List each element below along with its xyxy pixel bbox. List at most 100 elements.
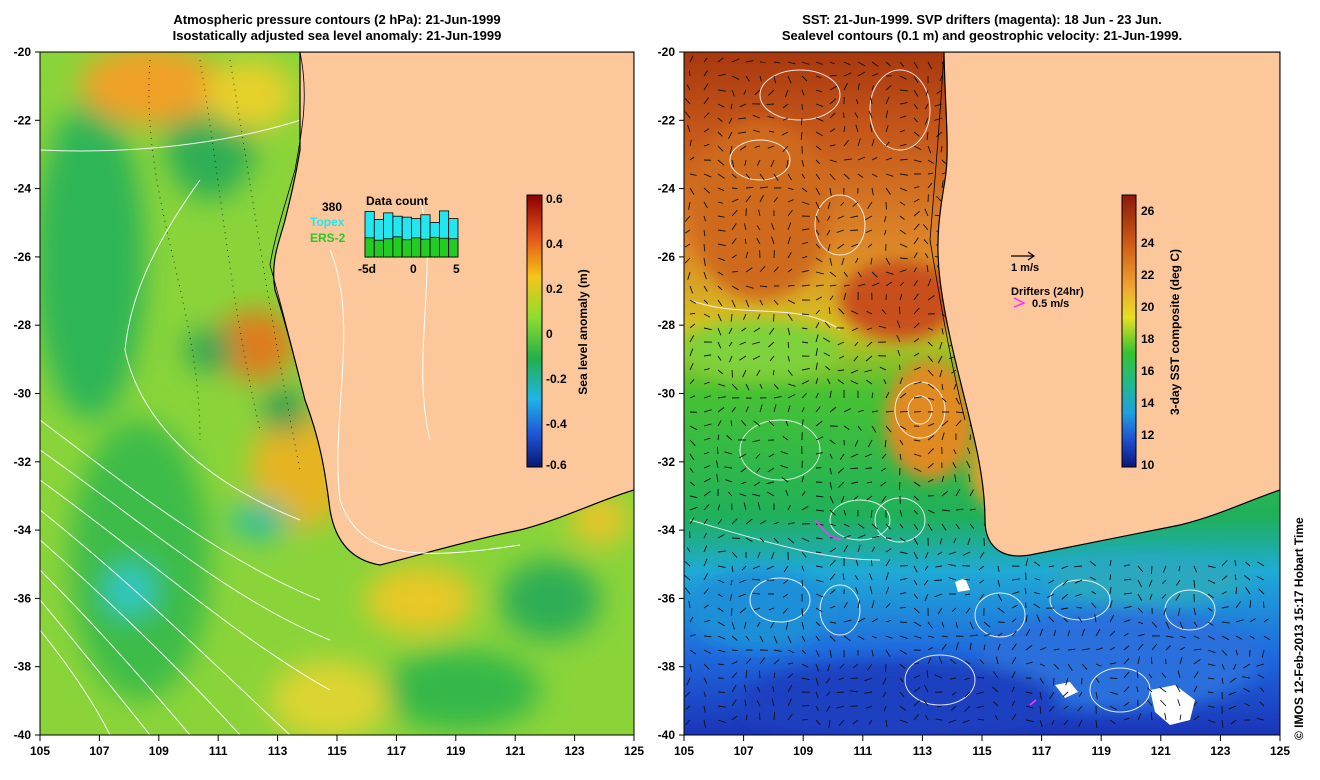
velocity-arrow: [969, 434, 971, 441]
velocity-arrow: [969, 523, 975, 529]
velocity-arrow: [787, 173, 793, 181]
left-ytick-label: -34: [14, 523, 32, 537]
velocity-arrow: [730, 313, 733, 322]
velocity-arrow: [1061, 565, 1069, 570]
velocity-arrow: [1148, 673, 1153, 679]
velocity-arrow: [1228, 705, 1237, 710]
velocity-arrow: [1257, 561, 1265, 567]
velocity-arrow: [815, 565, 823, 568]
velocity-arrow: [1137, 643, 1144, 651]
velocity-arrow: [855, 257, 859, 264]
velocity-arrow: [1049, 705, 1055, 712]
velocity-arrow: [913, 61, 919, 69]
velocity-arrow: [717, 504, 721, 511]
velocity-arrow: [976, 691, 985, 695]
velocity-arrow: [979, 659, 985, 665]
velocity-arrow: [853, 355, 859, 362]
velocity-arrow: [827, 243, 831, 252]
velocity-arrow: [1207, 621, 1214, 626]
velocity-arrow: [689, 363, 694, 371]
velocity-arrow: [1221, 635, 1230, 641]
velocity-arrow: [913, 307, 920, 315]
data-count-max: 380: [322, 200, 342, 214]
velocity-arrow: [787, 405, 791, 413]
velocity-arrow: [866, 495, 873, 501]
velocity-arrow: [1221, 677, 1224, 684]
velocity-arrow: [899, 705, 907, 711]
velocity-arrow: [717, 257, 726, 262]
velocity-arrow: [801, 75, 808, 82]
velocity-arrow: [1235, 635, 1243, 640]
velocity-arrow: [850, 380, 859, 385]
velocity-arrow: [717, 73, 726, 77]
velocity-arrow: [913, 237, 919, 245]
velocity-arrow: [1048, 579, 1055, 584]
left-xtick-label: 117: [387, 744, 407, 758]
velocity-arrow: [927, 327, 934, 331]
velocity-arrow: [941, 621, 945, 628]
velocity-arrow: [759, 285, 768, 288]
velocity-arrow: [757, 621, 761, 627]
sst-tick-20: 20: [1141, 300, 1155, 314]
velocity-arrow: [745, 518, 753, 525]
velocity-arrow: [745, 635, 750, 641]
velocity-arrow: [1244, 702, 1251, 707]
velocity-arrow: [857, 635, 865, 640]
velocity-arrow: [913, 607, 920, 614]
velocity-arrow: [1221, 719, 1224, 728]
ers2-bar: [411, 237, 422, 258]
left-map-axes: 105 107 109 111 113 115 117 119 121 123 125 -20 -22 -…: [14, 45, 645, 758]
velocity-arrow: [801, 187, 808, 193]
velocity-arrow: [1165, 621, 1170, 630]
velocity-arrow: [879, 366, 887, 371]
velocity-arrow: [787, 685, 793, 693]
velocity-arrow: [731, 383, 738, 391]
velocity-arrow: [1089, 560, 1097, 567]
velocity-arrow: [955, 508, 964, 511]
velocity-arrow: [801, 565, 805, 572]
velocity-arrow: [703, 604, 709, 609]
velocity-arrow: [923, 684, 929, 693]
velocity-arrow: [1091, 602, 1097, 609]
velocity-arrow: [871, 173, 878, 178]
velocity-arrow: [885, 110, 889, 119]
velocity-arrow: [899, 158, 908, 161]
velocity-arrow: [941, 643, 947, 651]
ers2-bar: [438, 237, 450, 258]
drifter-legend-speed: 0.5 m/s: [1032, 298, 1069, 310]
velocity-arrow: [1257, 674, 1265, 679]
velocity-arrow: [738, 117, 747, 120]
velocity-arrow: [913, 467, 922, 472]
velocity-arrow: [941, 159, 947, 164]
velocity-arrow: [1177, 607, 1181, 616]
velocity-arrow: [939, 369, 943, 378]
velocity-arrow: [1244, 575, 1251, 581]
velocity-arrow: [964, 677, 971, 681]
velocity-arrow: [983, 644, 986, 651]
velocity-arrow: [731, 699, 737, 707]
sst-tick-22: 22: [1141, 268, 1155, 282]
velocity-arrow: [1165, 635, 1174, 638]
velocity-arrow: [815, 271, 824, 275]
velocity-arrow: [731, 75, 740, 80]
velocity-arrow: [742, 369, 747, 378]
velocity-arrow: [689, 335, 695, 343]
velocity-arrow: [1053, 629, 1057, 637]
velocity-arrow: [703, 143, 710, 147]
velocity-arrow: [717, 383, 726, 387]
velocity-arrow: [1207, 691, 1214, 694]
velocity-arrow: [703, 465, 711, 469]
velocity-arrow: [787, 284, 795, 287]
velocity-arrow: [759, 299, 764, 306]
velocity-arrow: [913, 186, 920, 189]
right-xtick-label: 125: [1270, 744, 1290, 758]
velocity-arrow: [885, 96, 890, 105]
velocity-arrow: [955, 488, 961, 497]
velocity-arrow: [1161, 672, 1167, 679]
velocity-arrow: [924, 253, 929, 259]
velocity-arrow: [1177, 670, 1181, 679]
velocity-arrow: [837, 341, 845, 346]
velocity-arrow: [927, 383, 935, 389]
velocity-arrow: [1062, 579, 1069, 586]
velocity-arrow: [801, 327, 808, 330]
